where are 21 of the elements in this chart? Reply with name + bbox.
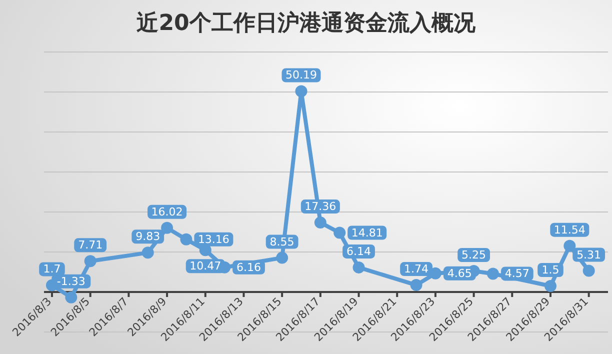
data-label: 8.55 xyxy=(270,235,294,248)
data-label: 6.14 xyxy=(346,244,372,258)
data-label: 1.5 xyxy=(542,264,560,276)
data-label: 5.25 xyxy=(462,248,486,262)
data-label: 4.57 xyxy=(504,267,530,280)
data-label: 5.31 xyxy=(576,248,602,262)
data-label: 6.16 xyxy=(236,260,261,274)
data-label: 17.36 xyxy=(304,200,336,214)
data-label: -1.33 xyxy=(56,274,86,288)
data-label: 7.71 xyxy=(78,238,103,252)
data-label: 13.16 xyxy=(198,232,230,246)
data-label: 10.47 xyxy=(190,260,222,273)
data-label: 50.19 xyxy=(285,68,317,82)
data-label: 11.54 xyxy=(554,223,586,236)
chart-title: 近20个工作日沪港通资金流入概况 xyxy=(136,10,476,36)
data-label: 1.7 xyxy=(43,262,61,276)
data-label: 4.65 xyxy=(447,266,472,280)
data-label: 1.74 xyxy=(404,262,429,276)
data-label: 9.83 xyxy=(136,230,160,244)
data-label: 14.81 xyxy=(351,226,383,240)
data-label: 16.02 xyxy=(151,205,183,218)
